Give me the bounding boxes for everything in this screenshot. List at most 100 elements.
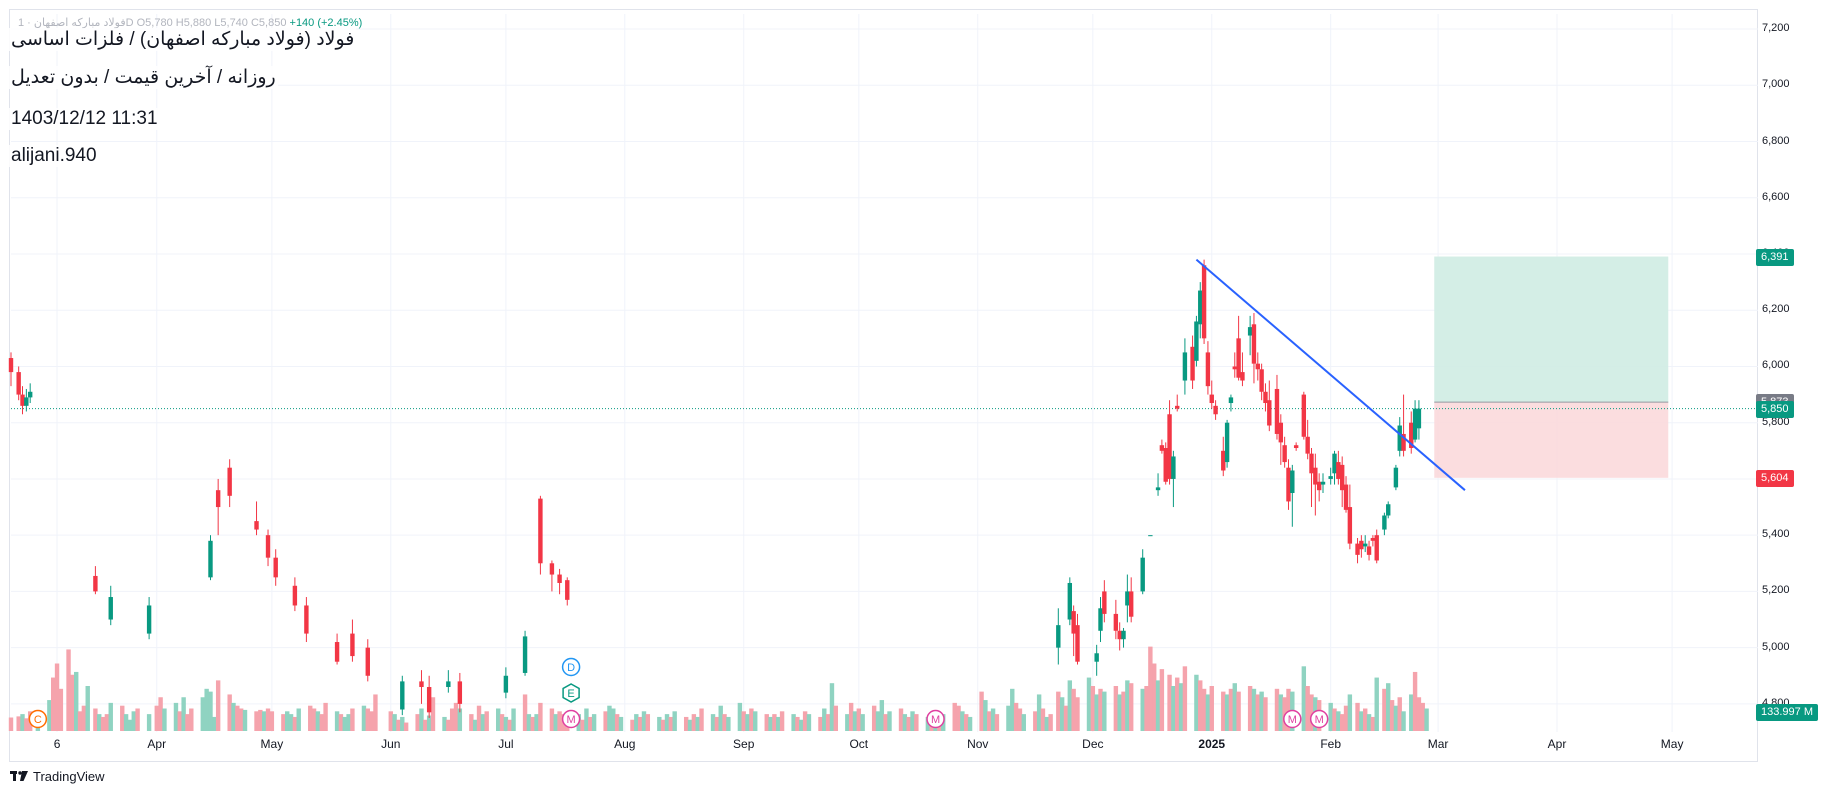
candle xyxy=(1313,453,1318,516)
candle xyxy=(1355,537,1360,564)
volume-bar xyxy=(749,708,754,731)
candle-body xyxy=(1401,433,1406,451)
candlestick-series[interactable] xyxy=(8,259,1422,718)
volume-bar xyxy=(1382,688,1387,731)
candle-body xyxy=(1182,352,1188,381)
volume-bar xyxy=(1171,686,1176,731)
volume-bar xyxy=(910,711,915,731)
candle-body xyxy=(538,498,543,564)
candle-body xyxy=(1071,611,1076,634)
candle-body xyxy=(1274,388,1280,434)
candle xyxy=(1140,549,1145,595)
candle xyxy=(557,568,562,595)
candle xyxy=(1412,400,1418,443)
drawing-layer[interactable] xyxy=(1195,258,1466,491)
candle-body xyxy=(1347,507,1353,544)
volume-bar xyxy=(987,711,992,731)
candle-body xyxy=(1305,436,1310,454)
volume-histogram xyxy=(8,646,1429,731)
volume-bar xyxy=(1121,691,1126,731)
volume-bar xyxy=(1182,666,1188,731)
volume-bar xyxy=(16,716,21,731)
marker-shape xyxy=(562,683,580,703)
volume-bar xyxy=(296,708,301,731)
candle-body xyxy=(565,580,570,600)
volume-bar xyxy=(1274,688,1280,731)
candle xyxy=(1201,259,1207,344)
price-tick-label: 6,000 xyxy=(1762,359,1790,372)
volume-bar xyxy=(799,719,804,731)
marker-shape xyxy=(561,657,581,677)
candle xyxy=(1339,456,1345,508)
candle-body xyxy=(1363,543,1368,547)
event-marker-m: M xyxy=(561,709,581,729)
long-position-tool[interactable] xyxy=(11,256,1758,478)
ohlc-legend: فولاد مبارکه اصفهان · 1D O5,780 H5,880 L… xyxy=(18,16,362,29)
volume-bar xyxy=(1259,691,1264,731)
volume-bar xyxy=(24,718,29,731)
volume-bar xyxy=(426,715,432,731)
volume-bar xyxy=(607,705,612,731)
volume-bar xyxy=(745,714,750,731)
candle-body xyxy=(1167,414,1172,479)
candle-body xyxy=(419,681,424,688)
candle xyxy=(1363,535,1368,553)
tradingview-logo[interactable]: TradingView xyxy=(10,769,105,784)
volume-bar xyxy=(204,688,209,731)
volume-bar xyxy=(906,716,911,731)
volume-bar xyxy=(238,708,244,731)
volume-bar xyxy=(254,711,259,731)
volume-bar xyxy=(1021,714,1026,731)
volume-bar xyxy=(185,714,190,731)
event-markers[interactable]: C M E D M M M xyxy=(28,657,1329,729)
event-marker-m: M xyxy=(926,709,945,729)
event-marker-d: D xyxy=(561,657,581,677)
candle xyxy=(93,566,98,595)
marker-letter: D xyxy=(567,662,575,674)
volume-bar xyxy=(722,714,727,731)
volume-bar xyxy=(288,714,294,731)
volume-bar xyxy=(400,716,405,731)
volume-bar xyxy=(93,708,98,731)
volume-bar xyxy=(833,705,839,731)
price-tick-label: 6,600 xyxy=(1762,190,1790,203)
candle-body xyxy=(1251,324,1257,364)
volume-bar xyxy=(753,711,758,731)
price-tag: 5,604 xyxy=(1756,469,1794,487)
candle xyxy=(1198,282,1203,339)
volume-bar xyxy=(131,711,136,731)
candle xyxy=(1102,580,1107,623)
volume-bar xyxy=(726,716,731,731)
price-tick-label: 6,800 xyxy=(1762,134,1790,147)
volume-bar xyxy=(146,714,152,731)
volume-bar xyxy=(292,716,298,731)
volume-bar xyxy=(1017,708,1023,731)
volume-bar xyxy=(1389,700,1395,731)
volume-bar xyxy=(1401,711,1406,731)
candle-body xyxy=(1382,515,1387,530)
volume-bar xyxy=(430,697,436,731)
volume-bar xyxy=(1305,686,1310,731)
volume-bar xyxy=(127,719,133,731)
candle xyxy=(538,495,543,575)
volume-bar xyxy=(683,716,689,731)
volume-bar xyxy=(526,714,532,731)
price-change: +140 (+2.45%) xyxy=(289,17,363,29)
volume-bar xyxy=(614,714,620,731)
volume-bar xyxy=(871,705,877,731)
volume-bar xyxy=(1075,697,1080,731)
target-zone xyxy=(1434,256,1669,403)
volume-bar xyxy=(1224,694,1230,731)
volume-bar xyxy=(772,714,777,731)
volume-bar xyxy=(534,714,539,731)
volume-bar xyxy=(476,705,482,731)
candle xyxy=(1071,605,1076,657)
candle-body xyxy=(1263,391,1268,404)
volume-bar xyxy=(457,708,463,731)
candle xyxy=(1155,473,1161,496)
volume-bar xyxy=(1048,714,1053,731)
time-tick-label: Sep xyxy=(733,737,755,751)
time-tick-label: Feb xyxy=(1320,737,1342,751)
candle-body xyxy=(1128,591,1134,617)
